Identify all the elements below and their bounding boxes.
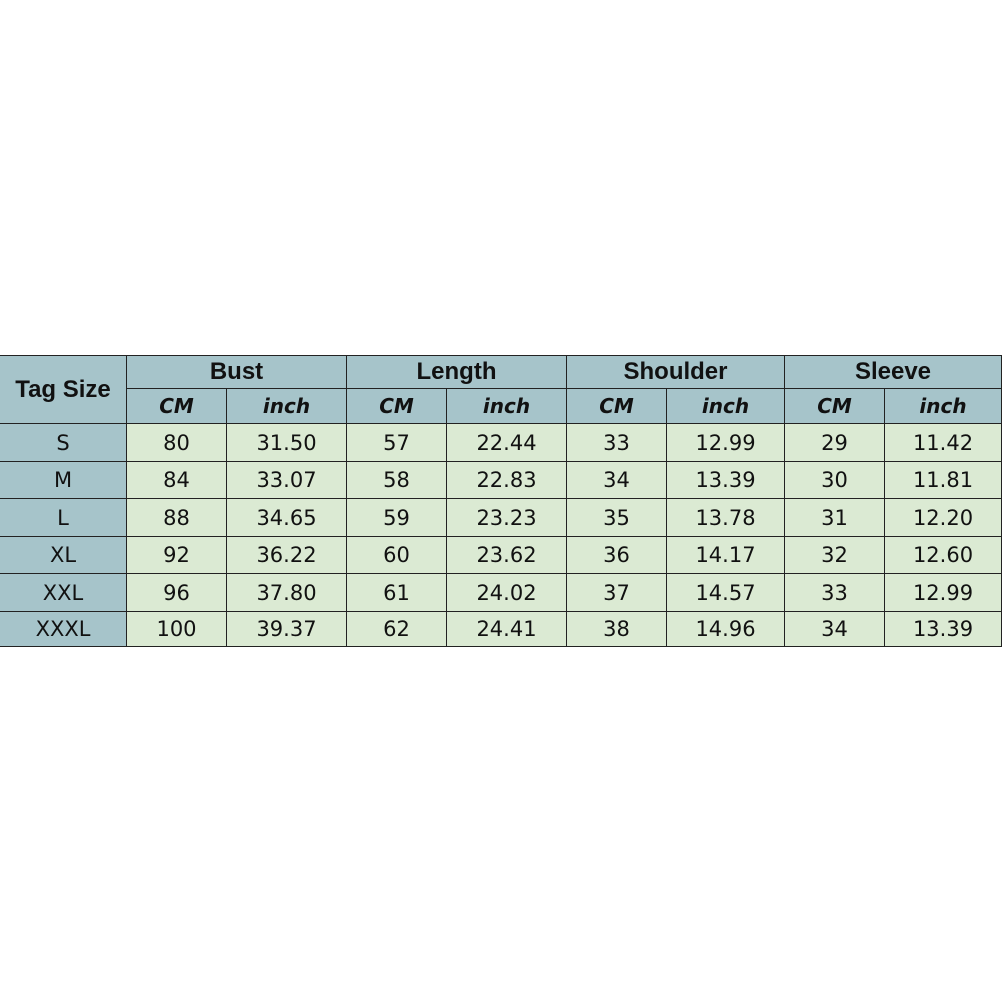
measurement: 31.50 (227, 424, 347, 462)
unit-header: inch (667, 389, 785, 424)
size-table: Tag Size Bust Length Shoulder Sleeve CM inch CM… (0, 355, 1002, 647)
measurement: 24.02 (447, 574, 567, 612)
measurement: 14.57 (667, 574, 785, 612)
group-header: Bust (127, 356, 347, 389)
measurement: 14.96 (667, 612, 785, 647)
measurement: 35 (567, 499, 667, 537)
group-header: Sleeve (785, 356, 1002, 389)
measurement: 23.62 (447, 537, 567, 574)
measurement: 22.83 (447, 462, 567, 499)
size-label: XXL (0, 574, 127, 612)
measurement: 11.81 (885, 462, 1002, 499)
measurement: 12.99 (885, 574, 1002, 612)
measurement: 58 (347, 462, 447, 499)
measurement: 57 (347, 424, 447, 462)
measurement: 37 (567, 574, 667, 612)
group-header: Shoulder (567, 356, 785, 389)
unit-header: inch (885, 389, 1002, 424)
measurement: 96 (127, 574, 227, 612)
measurement: 61 (347, 574, 447, 612)
measurement: 23.23 (447, 499, 567, 537)
measurement: 92 (127, 537, 227, 574)
unit-header: inch (447, 389, 567, 424)
measurement: 11.42 (885, 424, 1002, 462)
unit-header: CM (785, 389, 885, 424)
measurement: 62 (347, 612, 447, 647)
size-label: M (0, 462, 127, 499)
measurement: 36 (567, 537, 667, 574)
measurement: 88 (127, 499, 227, 537)
measurement: 34 (785, 612, 885, 647)
measurement: 12.60 (885, 537, 1002, 574)
measurement: 33.07 (227, 462, 347, 499)
measurement: 80 (127, 424, 227, 462)
measurement: 32 (785, 537, 885, 574)
measurement: 13.39 (667, 462, 785, 499)
measurement: 38 (567, 612, 667, 647)
size-label: XL (0, 537, 127, 574)
unit-header: CM (347, 389, 447, 424)
measurement: 13.78 (667, 499, 785, 537)
measurement: 22.44 (447, 424, 567, 462)
measurement: 39.37 (227, 612, 347, 647)
measurement: 36.22 (227, 537, 347, 574)
measurement: 34.65 (227, 499, 347, 537)
unit-header: inch (227, 389, 347, 424)
measurement: 84 (127, 462, 227, 499)
unit-header: CM (567, 389, 667, 424)
group-header: Length (347, 356, 567, 389)
size-label: S (0, 424, 127, 462)
size-label: XXXL (0, 612, 127, 647)
measurement: 60 (347, 537, 447, 574)
measurement: 14.17 (667, 537, 785, 574)
measurement: 100 (127, 612, 227, 647)
measurement: 29 (785, 424, 885, 462)
measurement: 13.39 (885, 612, 1002, 647)
measurement: 33 (785, 574, 885, 612)
corner-header: Tag Size (0, 356, 127, 424)
measurement: 31 (785, 499, 885, 537)
measurement: 34 (567, 462, 667, 499)
measurement: 12.20 (885, 499, 1002, 537)
measurement: 37.80 (227, 574, 347, 612)
measurement: 30 (785, 462, 885, 499)
unit-header: CM (127, 389, 227, 424)
measurement: 33 (567, 424, 667, 462)
measurement: 12.99 (667, 424, 785, 462)
measurement: 24.41 (447, 612, 567, 647)
size-label: L (0, 499, 127, 537)
measurement: 59 (347, 499, 447, 537)
